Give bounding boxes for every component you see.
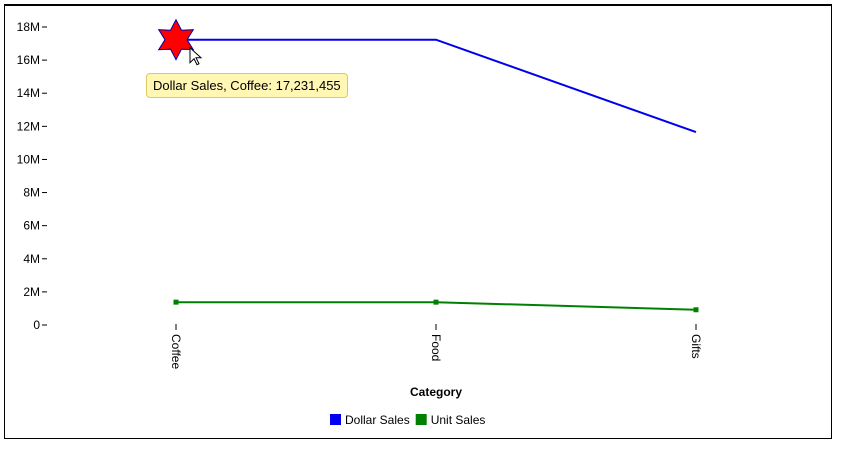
data-point[interactable] xyxy=(693,307,699,313)
y-tick-label: 18M xyxy=(17,20,40,34)
x-tick-label: Coffee xyxy=(169,334,183,369)
x-tick-label: Gifts xyxy=(689,334,703,359)
x-axis: Coffee Food Gifts xyxy=(169,324,703,369)
y-tick-label: 12M xyxy=(17,119,40,133)
data-point[interactable] xyxy=(433,37,439,43)
y-tick-label: 10M xyxy=(17,152,40,166)
series-line xyxy=(176,38,697,134)
y-tick-label: 8M xyxy=(23,186,40,200)
legend-swatch xyxy=(330,414,341,425)
data-point[interactable] xyxy=(693,129,699,135)
y-tick-label: 16M xyxy=(17,53,40,67)
legend-label: Unit Sales xyxy=(431,413,486,427)
y-tick-label: 14M xyxy=(17,86,40,100)
legend-swatch xyxy=(415,414,427,425)
mouse-cursor-icon xyxy=(189,46,203,66)
x-axis-title: Category xyxy=(410,385,462,399)
y-axis: 18M 16M 14M 12M 10M 8M 6M 4M 2M 0 xyxy=(17,20,47,332)
y-tick-label: 6M xyxy=(23,219,40,233)
y-tick-label: 2M xyxy=(23,285,40,299)
highlight-layer xyxy=(157,18,203,66)
highlighted-point-marker[interactable] xyxy=(157,18,195,61)
y-tick-label: 0 xyxy=(33,318,40,332)
series-layer xyxy=(173,37,699,313)
legend: Dollar Sales Unit Sales xyxy=(330,413,485,427)
legend-label: Dollar Sales xyxy=(345,413,410,427)
data-point[interactable] xyxy=(173,299,179,305)
data-tooltip: Dollar Sales, Coffee: 17,231,455 xyxy=(146,73,348,98)
y-tick-label: 4M xyxy=(23,252,40,266)
x-tick-label: Food xyxy=(429,334,443,361)
chart-frame xyxy=(4,4,832,439)
data-point[interactable] xyxy=(433,299,439,305)
